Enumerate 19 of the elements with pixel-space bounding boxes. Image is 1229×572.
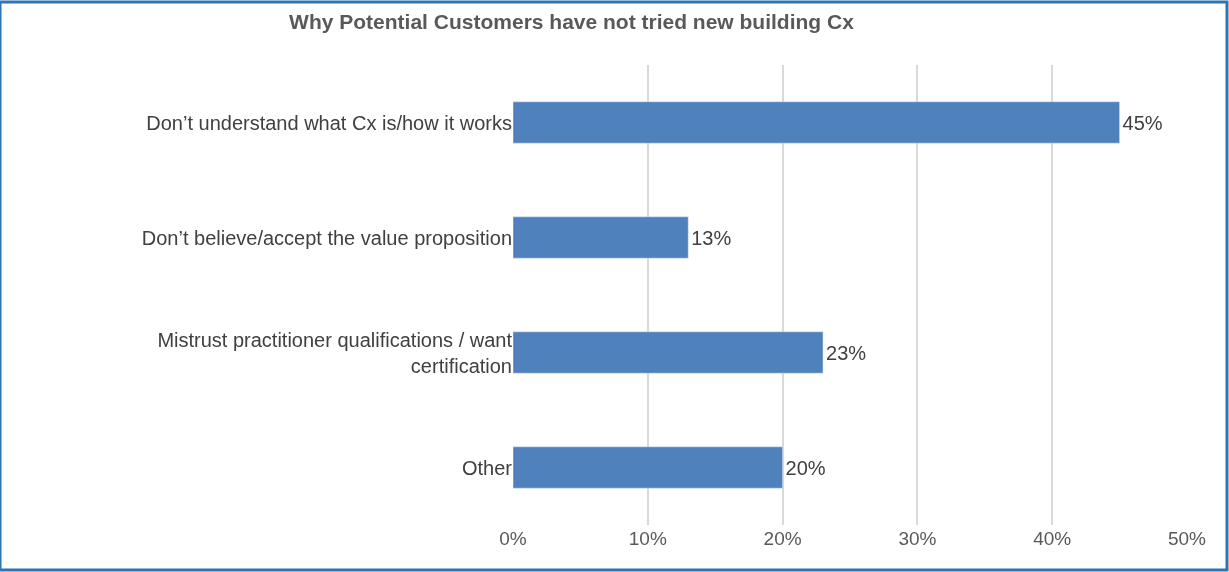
data-label: 23% bbox=[826, 341, 867, 364]
bar bbox=[513, 101, 1120, 144]
data-label: 20% bbox=[785, 456, 826, 479]
x-tick-label: 50% bbox=[1167, 528, 1207, 549]
x-tick-label: 40% bbox=[1033, 528, 1072, 549]
bar bbox=[513, 216, 689, 259]
bar bbox=[513, 446, 783, 489]
x-tick-label: 30% bbox=[898, 528, 937, 549]
data-label: 13% bbox=[691, 226, 732, 249]
y-tick-label: Mistrust practitioner qualifications / want certification bbox=[157, 328, 513, 377]
y-tick-label: Don’t understand what Cx is/how it works bbox=[146, 111, 512, 134]
x-tick-label: 0% bbox=[499, 528, 527, 549]
x-tick-label: 20% bbox=[763, 528, 802, 549]
y-tick-label: Other bbox=[461, 456, 513, 479]
y-tick-label: Don’t believe/accept the value proposition bbox=[141, 226, 512, 249]
data-label: 45% bbox=[1122, 111, 1163, 134]
x-tick-label: 10% bbox=[628, 528, 667, 549]
bar bbox=[513, 331, 824, 374]
chart-title: Why Potential Customers have not tried new building Cx bbox=[289, 10, 855, 33]
